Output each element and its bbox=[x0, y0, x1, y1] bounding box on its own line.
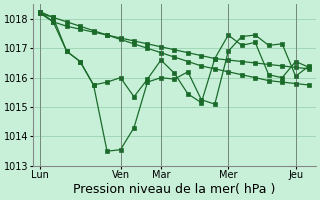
X-axis label: Pression niveau de la mer( hPa ): Pression niveau de la mer( hPa ) bbox=[73, 183, 276, 196]
